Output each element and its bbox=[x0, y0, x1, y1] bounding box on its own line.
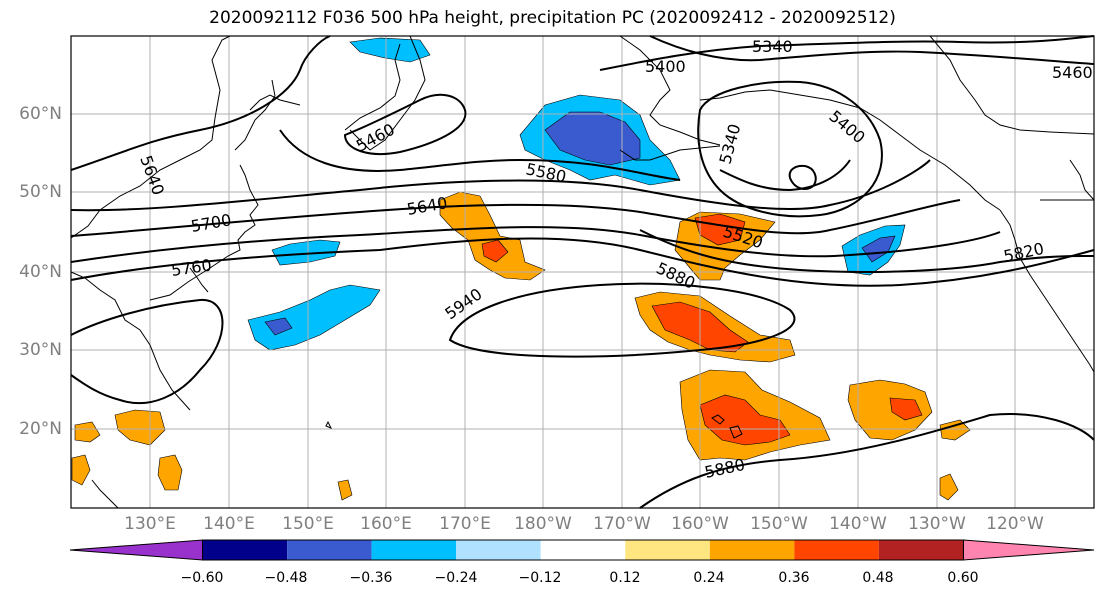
colorbar-segment bbox=[709, 540, 795, 560]
precip-area bbox=[544, 111, 641, 166]
precip-area bbox=[481, 239, 509, 263]
lon-label: 180°W bbox=[514, 514, 572, 534]
colorbar-tick-label: 0.24 bbox=[693, 570, 725, 586]
contour-label: 5460 bbox=[1052, 63, 1093, 82]
precip-area bbox=[74, 421, 101, 443]
precip-area bbox=[337, 479, 353, 501]
colorbar-tick-label: 0.48 bbox=[862, 570, 894, 586]
lon-label: 170°E bbox=[439, 514, 491, 534]
colorbar-tick-label: 0.12 bbox=[609, 570, 641, 586]
colorbar-segment bbox=[540, 540, 626, 560]
colorbar-extend-min bbox=[69, 539, 204, 561]
map-title: 2020092112 F036 500 hPa height, precipit… bbox=[209, 8, 896, 28]
precip-area bbox=[71, 454, 91, 486]
colorbar-segment bbox=[287, 540, 372, 560]
precip-area bbox=[157, 454, 183, 491]
contour-label: 5340 bbox=[752, 37, 793, 56]
lat-label: 50°N bbox=[19, 182, 62, 202]
lon-label: 150°E bbox=[282, 514, 334, 534]
plot-border bbox=[70, 35, 1095, 509]
lat-label: 40°N bbox=[19, 262, 62, 282]
precip-area bbox=[861, 235, 896, 263]
colorbar-segment bbox=[878, 540, 964, 560]
colorbar-segment bbox=[371, 540, 457, 560]
lat-label: 60°N bbox=[19, 104, 62, 124]
lon-label: 130°W bbox=[908, 514, 966, 534]
colorbar-outline bbox=[202, 539, 964, 561]
precip-area bbox=[939, 419, 971, 441]
colorbar-tick-label: −0.48 bbox=[264, 570, 308, 586]
precipitation-shading bbox=[71, 37, 971, 501]
precip-area bbox=[939, 473, 959, 501]
lon-label: 160°E bbox=[360, 514, 412, 534]
lon-label: 120°W bbox=[986, 514, 1044, 534]
colorbar-tick-label: −0.12 bbox=[518, 570, 562, 586]
lon-label: 160°W bbox=[671, 514, 729, 534]
colorbar-tick-label: 0.60 bbox=[947, 570, 979, 586]
precip-area bbox=[349, 37, 431, 63]
colorbar-segment bbox=[625, 540, 710, 560]
lat-label: 20°N bbox=[19, 419, 62, 439]
graticule bbox=[71, 36, 1094, 508]
colorbar-tick-label: −0.24 bbox=[434, 570, 478, 586]
lon-label: 130°E bbox=[124, 514, 176, 534]
lon-label: 140°E bbox=[203, 514, 255, 534]
lon-label: 140°W bbox=[829, 514, 887, 534]
precip-area bbox=[271, 239, 341, 266]
colorbar-segment bbox=[456, 540, 541, 560]
precip-area bbox=[699, 394, 791, 446]
contour-labels: 5340 5400 5460 5460 5640 5700 5760 5580 … bbox=[136, 37, 1092, 482]
colorbar bbox=[69, 539, 1095, 561]
precip-area bbox=[847, 379, 933, 441]
lat-label: 30°N bbox=[19, 340, 62, 360]
precip-area bbox=[889, 397, 923, 421]
colorbar-segment bbox=[794, 540, 879, 560]
height-contours bbox=[70, 35, 1095, 509]
colorbar-tick-label: −0.36 bbox=[349, 570, 393, 586]
lon-label: 170°W bbox=[593, 514, 651, 534]
colorbar-segment bbox=[202, 540, 288, 560]
lon-label: 150°W bbox=[750, 514, 808, 534]
contour-label: 5400 bbox=[645, 57, 686, 76]
colorbar-tick-label: −0.60 bbox=[180, 570, 224, 586]
colorbar-tick-label: 0.36 bbox=[778, 570, 810, 586]
precip-area bbox=[264, 317, 293, 336]
coastlines bbox=[70, 35, 1095, 509]
colorbar-extend-max bbox=[962, 539, 1095, 561]
precip-area bbox=[114, 409, 166, 446]
